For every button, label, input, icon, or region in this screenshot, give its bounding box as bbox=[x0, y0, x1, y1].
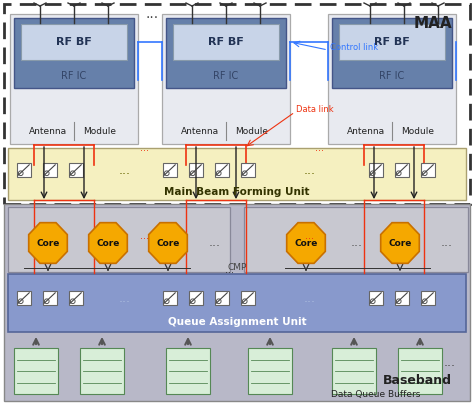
Text: ...: ... bbox=[140, 231, 149, 241]
Text: CMP: CMP bbox=[228, 264, 246, 273]
Bar bbox=[43, 291, 57, 305]
Text: ...: ... bbox=[306, 231, 315, 241]
Bar bbox=[395, 163, 409, 177]
Bar bbox=[189, 291, 203, 305]
Bar bbox=[173, 24, 279, 60]
Bar bbox=[421, 163, 435, 177]
Bar bbox=[241, 291, 255, 305]
Text: ...: ... bbox=[304, 164, 316, 177]
Bar bbox=[244, 207, 468, 272]
Text: Data Queue Buffers: Data Queue Buffers bbox=[331, 390, 420, 399]
Bar bbox=[4, 204, 470, 401]
Bar bbox=[17, 291, 31, 305]
Text: ...: ... bbox=[226, 265, 235, 275]
Text: Antenna: Antenna bbox=[347, 128, 385, 136]
Bar bbox=[398, 348, 442, 394]
Text: ...: ... bbox=[351, 237, 363, 249]
Polygon shape bbox=[29, 223, 67, 263]
Bar bbox=[395, 291, 409, 305]
Text: Module: Module bbox=[83, 128, 116, 136]
Bar bbox=[8, 207, 230, 272]
Text: Antenna: Antenna bbox=[29, 128, 67, 136]
Bar bbox=[215, 291, 229, 305]
Bar bbox=[69, 291, 83, 305]
Text: Baseband: Baseband bbox=[383, 374, 452, 387]
Bar bbox=[369, 291, 383, 305]
Text: Control link: Control link bbox=[330, 43, 378, 53]
Bar bbox=[14, 18, 134, 88]
Bar bbox=[162, 14, 290, 144]
Polygon shape bbox=[381, 223, 419, 263]
Bar bbox=[14, 348, 58, 394]
Text: Core: Core bbox=[36, 239, 60, 247]
Bar bbox=[80, 348, 124, 394]
Text: RF IC: RF IC bbox=[379, 71, 405, 81]
Polygon shape bbox=[287, 223, 325, 263]
Text: Core: Core bbox=[294, 239, 318, 247]
Bar bbox=[328, 14, 456, 144]
Text: ...: ... bbox=[209, 237, 221, 249]
Text: ...: ... bbox=[304, 292, 316, 305]
Text: Main Beam Forming Unit: Main Beam Forming Unit bbox=[164, 187, 310, 197]
Bar bbox=[248, 348, 292, 394]
Text: RF BF: RF BF bbox=[56, 37, 92, 47]
Text: RF IC: RF IC bbox=[61, 71, 87, 81]
Text: ...: ... bbox=[441, 237, 453, 249]
Bar bbox=[163, 291, 177, 305]
Text: RF BF: RF BF bbox=[374, 37, 410, 47]
Text: MAA: MAA bbox=[413, 16, 452, 31]
Bar bbox=[10, 14, 138, 144]
Bar bbox=[339, 24, 445, 60]
Text: Queue Assignment Unit: Queue Assignment Unit bbox=[168, 317, 306, 327]
Bar bbox=[166, 348, 210, 394]
Text: Core: Core bbox=[96, 239, 120, 247]
Bar bbox=[8, 274, 466, 332]
Text: ...: ... bbox=[119, 292, 131, 305]
Bar bbox=[4, 4, 470, 204]
Bar bbox=[21, 24, 127, 60]
Polygon shape bbox=[89, 223, 128, 263]
Bar bbox=[215, 163, 229, 177]
Bar bbox=[163, 163, 177, 177]
Bar bbox=[17, 163, 31, 177]
Bar bbox=[421, 291, 435, 305]
Bar bbox=[332, 348, 376, 394]
Text: ...: ... bbox=[119, 164, 131, 177]
Bar bbox=[189, 163, 203, 177]
Text: Core: Core bbox=[388, 239, 412, 247]
Polygon shape bbox=[149, 223, 187, 263]
Bar bbox=[8, 148, 466, 200]
Text: Antenna: Antenna bbox=[182, 128, 219, 136]
Text: ...: ... bbox=[140, 143, 149, 153]
Bar bbox=[241, 163, 255, 177]
Bar bbox=[332, 18, 452, 88]
Text: Module: Module bbox=[235, 128, 268, 136]
Text: Module: Module bbox=[401, 128, 434, 136]
Bar bbox=[369, 163, 383, 177]
Bar bbox=[69, 163, 83, 177]
Bar bbox=[166, 18, 286, 88]
Text: ...: ... bbox=[316, 143, 325, 153]
Bar bbox=[43, 163, 57, 177]
Text: ...: ... bbox=[146, 7, 159, 21]
Text: RF BF: RF BF bbox=[208, 37, 244, 47]
Text: ...: ... bbox=[444, 356, 456, 369]
Text: RF IC: RF IC bbox=[213, 71, 238, 81]
Text: Data link: Data link bbox=[296, 105, 334, 115]
Text: Core: Core bbox=[156, 239, 180, 247]
